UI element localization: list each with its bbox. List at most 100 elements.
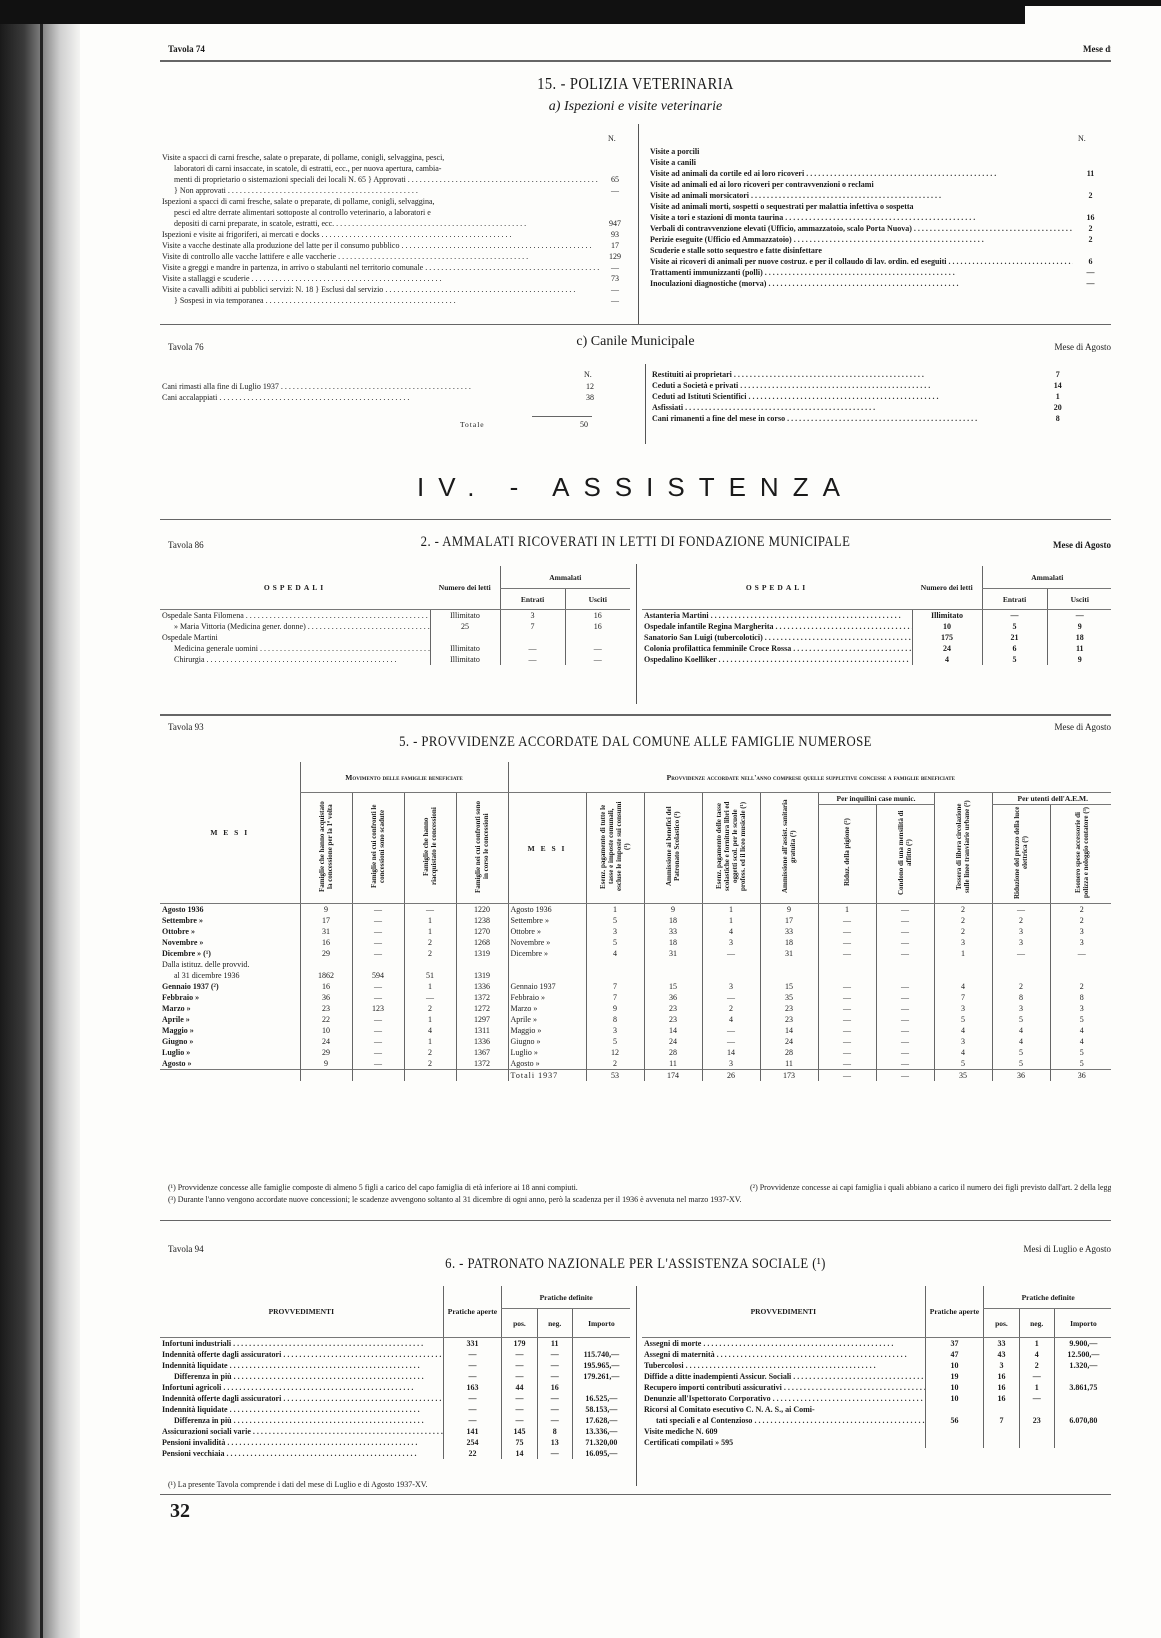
cell-value: 1319 — [455, 970, 509, 981]
table-row: Differenza in più———17.628,— — [160, 1415, 630, 1426]
row-label: Giugno » — [507, 1036, 587, 1047]
cell-value: — — [875, 1025, 935, 1036]
cell-value: Illimitato — [429, 643, 500, 654]
cell-value: 2 — [933, 903, 993, 915]
cell-value: — — [564, 654, 631, 665]
cell-value: 11 — [643, 1058, 703, 1070]
cell-value: — — [817, 1003, 877, 1014]
cell-value: 16.525,— — [571, 1393, 630, 1404]
row-label: Diffide a ditte inadempienti Assicur. So… — [642, 1371, 925, 1382]
cell-value: Illimitato — [429, 609, 500, 621]
cell-value: 33 — [759, 926, 819, 937]
row-label: Medicina generale uomini — [160, 643, 430, 654]
row-label: Cani rimanenti a fine del mese in corso — [650, 413, 1005, 424]
cell-value: 1270 — [455, 926, 509, 937]
cell-value: 2 — [1018, 1360, 1055, 1371]
cell-value: — — [817, 1014, 877, 1025]
cell-value: 195.965,— — [571, 1360, 630, 1371]
cell-value: 5 — [585, 915, 645, 926]
cell-value: 75 — [501, 1437, 538, 1448]
row-label: Dicembre » (¹) — [162, 949, 211, 958]
cell-value: — — [351, 1036, 404, 1047]
cell-value: — — [817, 937, 877, 948]
col-header-entrati: Entrati — [981, 588, 1047, 610]
cell-value: 10 — [924, 1360, 984, 1371]
row-label: Asfissiati — [650, 402, 1005, 413]
cell-value: — — [611, 186, 619, 195]
table-row: Cani rimasti alla fine di Luglio 1937 12 — [160, 381, 610, 392]
cell-value: 4 — [933, 1047, 993, 1058]
divider — [160, 1494, 1111, 1495]
cell-value: 17 — [299, 915, 352, 926]
cell-value — [875, 959, 935, 970]
cell-value: — — [817, 915, 877, 926]
cell-value: — — [875, 992, 935, 1003]
cell-value: — — [351, 1014, 404, 1025]
t94-footnote: (¹) La presente Tavola comprende i dati … — [168, 1480, 428, 1489]
table-row: Visite ad animali morsicatori 2 — [648, 190, 1108, 201]
cell-value: 9 — [1046, 621, 1111, 632]
row-label: Ispezioni a spacci di carni fresche, sal… — [162, 197, 435, 206]
cell-value: 11 — [536, 1337, 573, 1349]
cell-value: — — [875, 1003, 935, 1014]
cell-value: 2 — [991, 981, 1051, 992]
cell-value: 1336 — [455, 1036, 509, 1047]
cell-value: 3 — [1049, 926, 1111, 937]
cell-value: 2 — [1088, 235, 1093, 244]
row-label: Ceduti a Società e privati — [650, 380, 1005, 391]
cell-value: — — [351, 992, 404, 1003]
cell-value — [933, 959, 993, 970]
cell-value: — — [611, 296, 619, 305]
cell-value: 2 — [585, 1058, 645, 1070]
cell-value: 5 — [933, 1014, 993, 1025]
cell-value: — — [564, 643, 631, 654]
cell-value: 3 — [701, 1058, 761, 1070]
cell-value: — — [351, 1047, 404, 1058]
row-label: Trattamenti immunizzanti (polli) — [648, 267, 1073, 278]
col-header-provvidenza-2: Ammissione ai benefici del Patronato Sco… — [643, 792, 703, 904]
col-header-provvidenze: Provvidenze accordate nell'anno comprese… — [507, 762, 1111, 793]
table-row: Visite mediche N. 609 — [642, 1426, 1111, 1437]
cell-value: 44 — [501, 1382, 538, 1393]
cell-value: 16 — [983, 1393, 1020, 1404]
row-label: Marzo » — [507, 1003, 587, 1014]
row-label: depositi di carni preparate, in scatole,… — [160, 218, 600, 229]
row-label: Assicurazioni sociali varie — [160, 1426, 443, 1437]
col-header-numero-letti: Numero dei letti — [430, 566, 500, 610]
t74-n-header: N. — [1078, 134, 1086, 143]
tavola-label: Tavola 93 — [168, 722, 204, 732]
cell-value: 1 — [701, 903, 761, 915]
cell-value — [351, 959, 404, 970]
col-header-provvidenza-5: Riduz. della pigione (²) — [817, 804, 877, 904]
cell-value: — — [351, 1025, 404, 1036]
row-label: Visite a greggi e mandre in partenza, in… — [160, 262, 600, 273]
table-row: Denunzie all'Ispettorato Corporativo1016… — [642, 1393, 1111, 1404]
cell-value: 18 — [643, 915, 703, 926]
cell-value: 1372 — [455, 992, 509, 1003]
section-title: IV. - ASSISTENZA — [417, 472, 854, 502]
col-header-ammalati: Ammalati — [981, 566, 1111, 589]
divider — [160, 60, 1111, 62]
cell-value: 14 — [501, 1448, 538, 1459]
cell-value: 23 — [759, 1003, 819, 1014]
cell-value — [924, 1437, 984, 1448]
cell-value: 947 — [609, 219, 621, 228]
cell-value: 16 — [1086, 213, 1095, 222]
cell-value: — — [403, 903, 456, 915]
table-row: Ospedalino Koelliker459 — [642, 654, 1111, 665]
cell-value: — — [536, 1448, 573, 1459]
table-row: } Sospesi in via temporanea — — [160, 295, 630, 306]
cell-value: — — [991, 903, 1051, 915]
row-label: Infortuni agricoli — [160, 1382, 443, 1393]
cell-value: 93 — [611, 230, 619, 239]
cell-value: 2 — [1049, 981, 1111, 992]
divider — [636, 1286, 637, 1486]
month-label: Mese di Agosto — [1053, 540, 1111, 550]
footnote-2: (²) Provvidenze concesse ai capi famigli… — [750, 1183, 1111, 1192]
t74-n-header: N. — [608, 134, 616, 143]
cell-value: 7 — [983, 1415, 1020, 1426]
cell-value — [600, 163, 630, 174]
col-header-pos: pos. — [983, 1308, 1020, 1338]
table-row: Giugno » 24—1 1336 Giugno » 5 24—24— —3 4 4 — [160, 1036, 1111, 1047]
cell-value: 2 — [991, 915, 1051, 926]
